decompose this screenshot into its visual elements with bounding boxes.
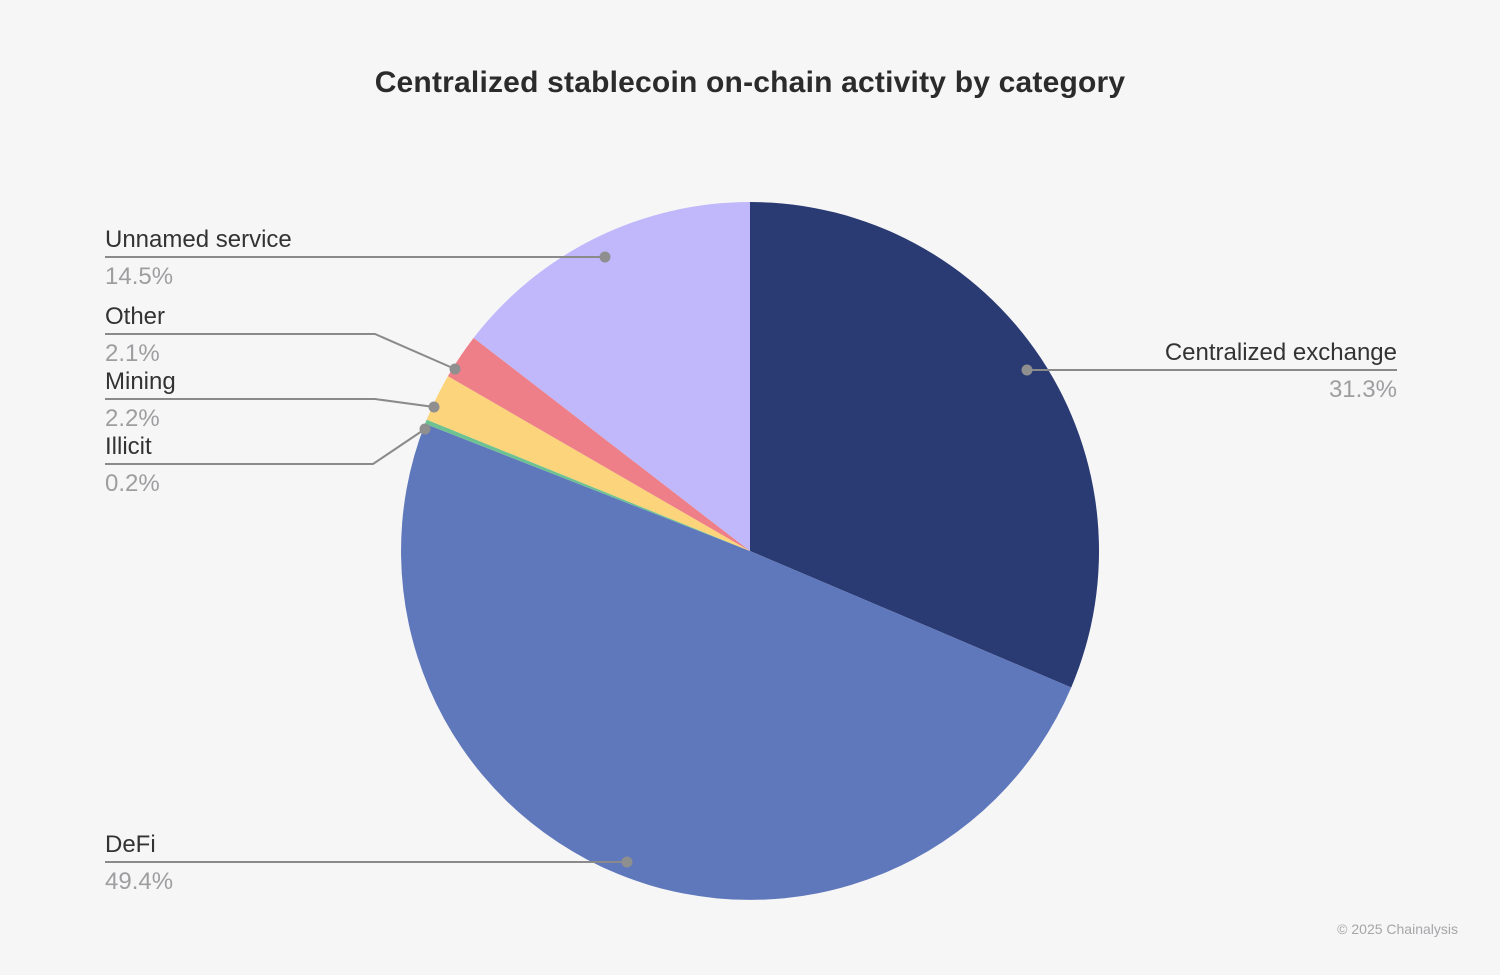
callout-value: 0.2% — [105, 470, 160, 497]
defi-leader-dot — [621, 856, 633, 868]
callout-label: Illicit — [105, 433, 152, 460]
centralized-exchange-leader-dot — [1021, 364, 1033, 376]
callout-label: Mining — [105, 368, 176, 395]
defi-slice[interactable] — [401, 423, 1072, 900]
callout-centralized-exchange: Centralized exchange 31.3% — [1165, 337, 1397, 405]
callout-label: DeFi — [105, 831, 156, 858]
callout-illicit: Illicit 0.2% — [105, 431, 160, 499]
mining-slice[interactable] — [426, 376, 750, 551]
illicit-leader-line — [105, 428, 426, 465]
callout-value: 31.3% — [1328, 376, 1397, 403]
mining-leader-line — [105, 398, 435, 408]
callout-defi: DeFi 49.4% — [105, 829, 173, 897]
callout-mining: Mining 2.2% — [105, 366, 176, 434]
callout-value: 14.5% — [105, 263, 174, 290]
other-leader-line — [105, 333, 456, 370]
callout-value: 2.1% — [105, 340, 160, 367]
centralized-exchange-slice[interactable] — [750, 202, 1099, 688]
copyright-text: © 2025 Chainalysis — [1337, 921, 1458, 937]
callout-label: Unnamed service — [105, 226, 292, 253]
callout-value: 2.2% — [105, 405, 160, 432]
callout-unnamed-service: Unnamed service 14.5% — [105, 224, 292, 292]
illicit-slice[interactable] — [425, 419, 750, 551]
callout-label: Centralized exchange — [1164, 339, 1397, 366]
callout-other: Other 2.1% — [105, 301, 165, 369]
callout-label: Other — [105, 303, 166, 330]
mining-leader-dot — [428, 401, 440, 413]
unnamed-service-slice[interactable] — [473, 202, 750, 551]
chart-title: Centralized stablecoin on-chain activity… — [374, 66, 1126, 99]
other-leader-dot — [449, 363, 461, 375]
callout-value: 49.4% — [105, 868, 174, 895]
other-slice[interactable] — [447, 337, 750, 551]
illicit-leader-dot — [419, 423, 431, 435]
unnamed-service-leader-dot — [599, 251, 611, 263]
